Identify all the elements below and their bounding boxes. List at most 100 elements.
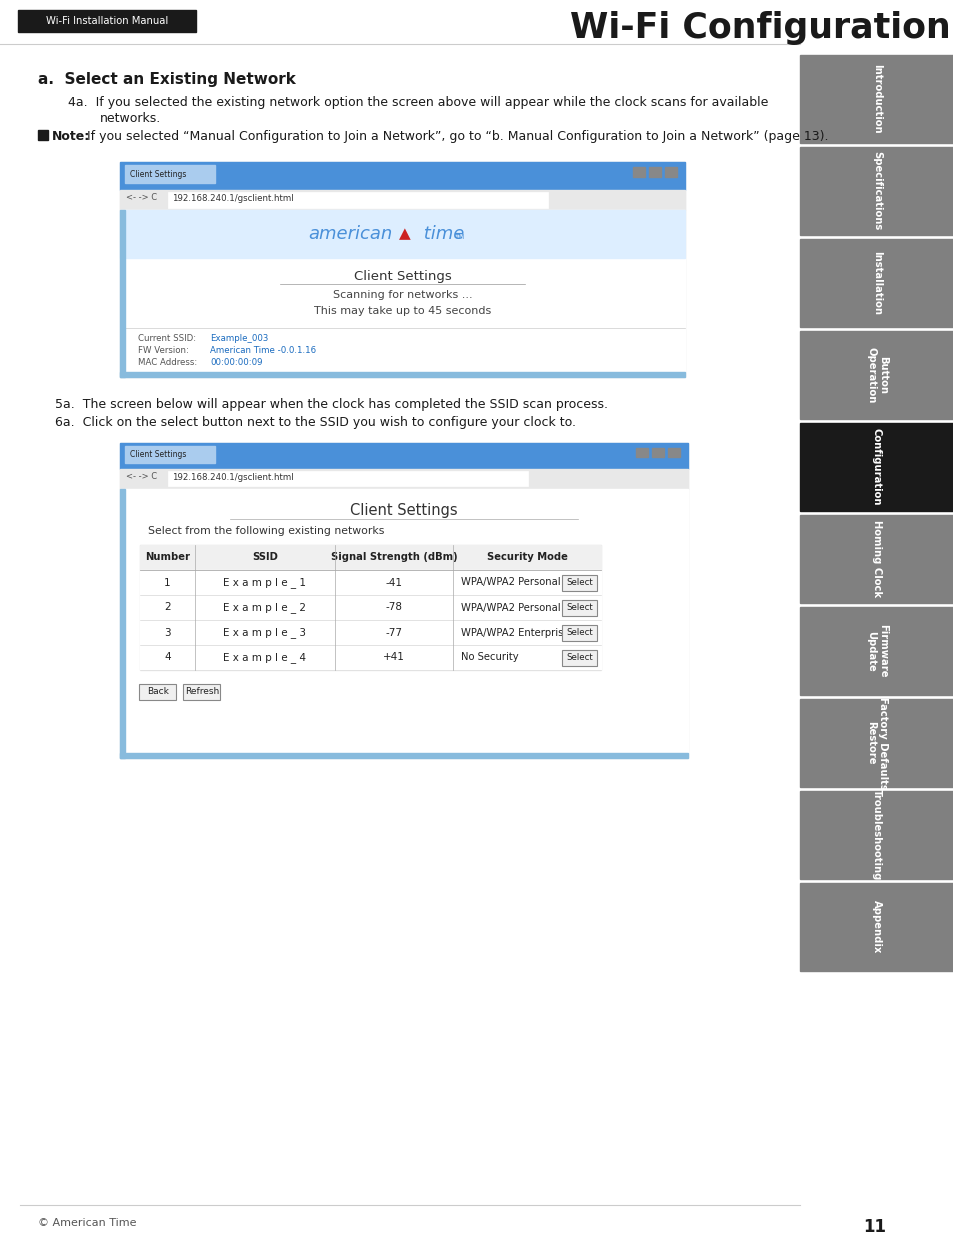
Bar [120,162,684,377]
Bar [120,469,687,489]
Text: 192.168.240.1/gsclient.html: 192.168.240.1/gsclient.html [172,194,294,203]
Bar [800,147,953,235]
Text: ▲: ▲ [398,226,410,242]
Text: <- -> C: <- -> C [126,193,157,203]
Bar [648,167,660,177]
FancyBboxPatch shape [562,625,597,641]
Text: This may take up to 45 seconds: This may take up to 45 seconds [314,306,491,316]
Text: 00:00:00:09: 00:00:00:09 [210,358,262,367]
Text: Wi-Fi Configuration: Wi-Fi Configuration [569,11,949,44]
Bar [125,165,214,183]
Text: E x a m p l e _ 1: E x a m p l e _ 1 [223,577,306,588]
Text: WPA/WPA2 Personal: WPA/WPA2 Personal [460,603,560,613]
Bar [120,753,687,758]
Text: Client Settings: Client Settings [130,450,186,459]
Text: Installation: Installation [871,251,882,315]
Text: <- -> C: <- -> C [126,472,157,480]
Text: Number: Number [145,552,190,562]
Text: 192.168.240.1/gsclient.html: 192.168.240.1/gsclient.html [172,473,294,482]
Bar [120,210,125,377]
Text: 6a.  Click on the select button next to the SSID you wish to configure your cloc: 6a. Click on the select button next to t… [55,416,576,429]
Bar [140,595,600,620]
Text: +41: +41 [383,652,404,662]
Bar [800,331,953,419]
Bar [120,443,687,758]
Text: Client Settings: Client Settings [354,270,451,283]
Bar [120,210,684,377]
Text: WPA/WPA2 Enterprise: WPA/WPA2 Enterprise [460,627,569,637]
Text: -41: -41 [385,578,402,588]
FancyBboxPatch shape [183,683,220,699]
Bar [125,446,214,463]
Bar [140,620,600,645]
Bar [667,448,679,457]
Bar [636,448,647,457]
Text: E x a m p l e _ 3: E x a m p l e _ 3 [223,627,306,638]
Text: Specifications: Specifications [871,152,882,231]
Text: Refresh: Refresh [185,687,219,697]
Text: Example_003: Example_003 [210,333,268,343]
Bar [120,489,687,758]
Text: 5a.  The screen below will appear when the clock has completed the SSID scan pro: 5a. The screen below will appear when th… [55,398,607,411]
Text: SSID: SSID [252,552,277,562]
Bar [664,167,677,177]
Text: Wi-Fi Installation Manual: Wi-Fi Installation Manual [46,16,168,26]
Bar [140,571,600,595]
Text: Client Settings: Client Settings [350,503,457,517]
Text: 1: 1 [164,578,171,588]
Bar [140,645,600,671]
FancyBboxPatch shape [562,599,597,615]
Bar [800,240,953,327]
Bar [120,162,684,190]
Text: Appendix: Appendix [871,900,882,953]
Text: FW Version:: FW Version: [138,346,189,354]
Text: Back: Back [147,687,169,697]
Bar [800,790,953,879]
Text: If you selected “Manual Configuration to Join a Network”, go to “b. Manual Confi: If you selected “Manual Configuration to… [83,130,827,143]
Text: American Time -0.0.1.16: American Time -0.0.1.16 [210,346,315,354]
Text: Homing Clock: Homing Clock [871,520,882,598]
FancyBboxPatch shape [139,683,176,699]
Text: Scanning for networks ...: Scanning for networks ... [333,290,472,300]
Text: Factory Defaults
Restore: Factory Defaults Restore [865,697,887,789]
Text: Firmware
Update: Firmware Update [865,624,887,678]
Text: Security Mode: Security Mode [486,552,567,562]
Text: Troubleshooting: Troubleshooting [871,789,882,881]
Text: Select: Select [566,603,593,613]
Bar [800,699,953,787]
Bar [120,190,684,210]
Text: -77: -77 [385,627,402,637]
Text: 4: 4 [164,652,171,662]
Text: Select: Select [566,653,593,662]
Text: 11: 11 [862,1218,885,1235]
Text: Signal Strength (dBm): Signal Strength (dBm) [331,552,456,562]
Text: Button
Operation: Button Operation [865,347,887,403]
Text: Select from the following existing networks: Select from the following existing netwo… [148,526,384,536]
Text: WPA/WPA2 Personal: WPA/WPA2 Personal [460,578,560,588]
Text: MAC Address:: MAC Address: [138,358,197,367]
Bar [800,424,953,511]
Text: © American Time: © American Time [38,1218,136,1228]
Text: Client Settings: Client Settings [130,170,186,179]
Text: Select: Select [566,629,593,637]
Text: Current SSID:: Current SSID: [138,333,196,343]
Text: Introduction: Introduction [871,64,882,133]
Text: E x a m p l e _ 2: E x a m p l e _ 2 [223,601,306,613]
Text: TM: TM [454,233,464,240]
Bar [120,210,684,258]
FancyBboxPatch shape [562,574,597,590]
Text: Note:: Note: [52,130,91,143]
Bar [633,167,644,177]
Bar [140,545,600,671]
Bar [18,10,195,32]
Text: time: time [418,225,464,243]
Bar [168,471,527,487]
Bar [120,443,687,469]
Bar [38,130,48,140]
Bar [800,56,953,143]
Text: networks.: networks. [100,112,161,125]
Text: Select: Select [566,578,593,587]
Text: 4a.  If you selected the existing network option the screen above will appear wh: 4a. If you selected the existing network… [68,96,767,109]
Text: 2: 2 [164,603,171,613]
Text: -78: -78 [385,603,402,613]
